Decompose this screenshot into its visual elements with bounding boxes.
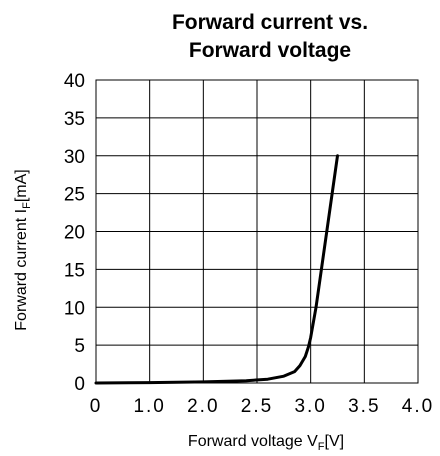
- x-axis-label-main: Forward voltage V: [188, 433, 318, 450]
- x-axis-label-subscript: F: [318, 441, 325, 453]
- x-tick-label: 1.0: [133, 396, 165, 417]
- y-tick-label: 15: [64, 260, 85, 281]
- y-axis-label-main: Forward current I: [13, 209, 30, 331]
- chart-title-line-2: Forward voltage: [189, 39, 351, 62]
- x-tick-label: 4.0: [402, 396, 434, 417]
- series-line: [94, 154, 339, 385]
- x-tick-label: 2.0: [187, 396, 219, 417]
- y-tick-label: 25: [64, 185, 85, 206]
- x-tick-label: 0: [90, 396, 103, 417]
- y-tick-labels: 0 5 10 15 20 25 30 35 40: [64, 71, 85, 395]
- x-tick-label: 3.5: [348, 396, 380, 417]
- x-axis-label: Forward voltage VF[V]: [188, 433, 344, 453]
- y-tick-label: 20: [64, 223, 85, 244]
- y-tick-label: 5: [74, 336, 85, 357]
- y-tick-label: 35: [64, 109, 85, 130]
- x-tick-label: 2.5: [241, 396, 273, 417]
- y-tick-label: 40: [64, 71, 85, 92]
- x-tick-labels: 0 1.0 2.0 2.5 3.0 3.5 4.0: [90, 396, 434, 417]
- y-tick-label: 0: [74, 374, 85, 395]
- y-tick-label: 10: [64, 298, 85, 319]
- plot-frame: [95, 79, 419, 384]
- x-tick-label: 3.0: [294, 396, 326, 417]
- y-axis-label: Forward current IF[mA]: [13, 169, 33, 330]
- chart-title-line-1: Forward current vs.: [172, 11, 368, 34]
- y-axis-label-unit: [mA]: [13, 169, 30, 202]
- x-axis-label-unit: [V]: [325, 433, 345, 450]
- y-tick-label: 30: [64, 147, 85, 168]
- y-axis-label-subscript: F: [21, 202, 33, 209]
- grid: [96, 80, 418, 383]
